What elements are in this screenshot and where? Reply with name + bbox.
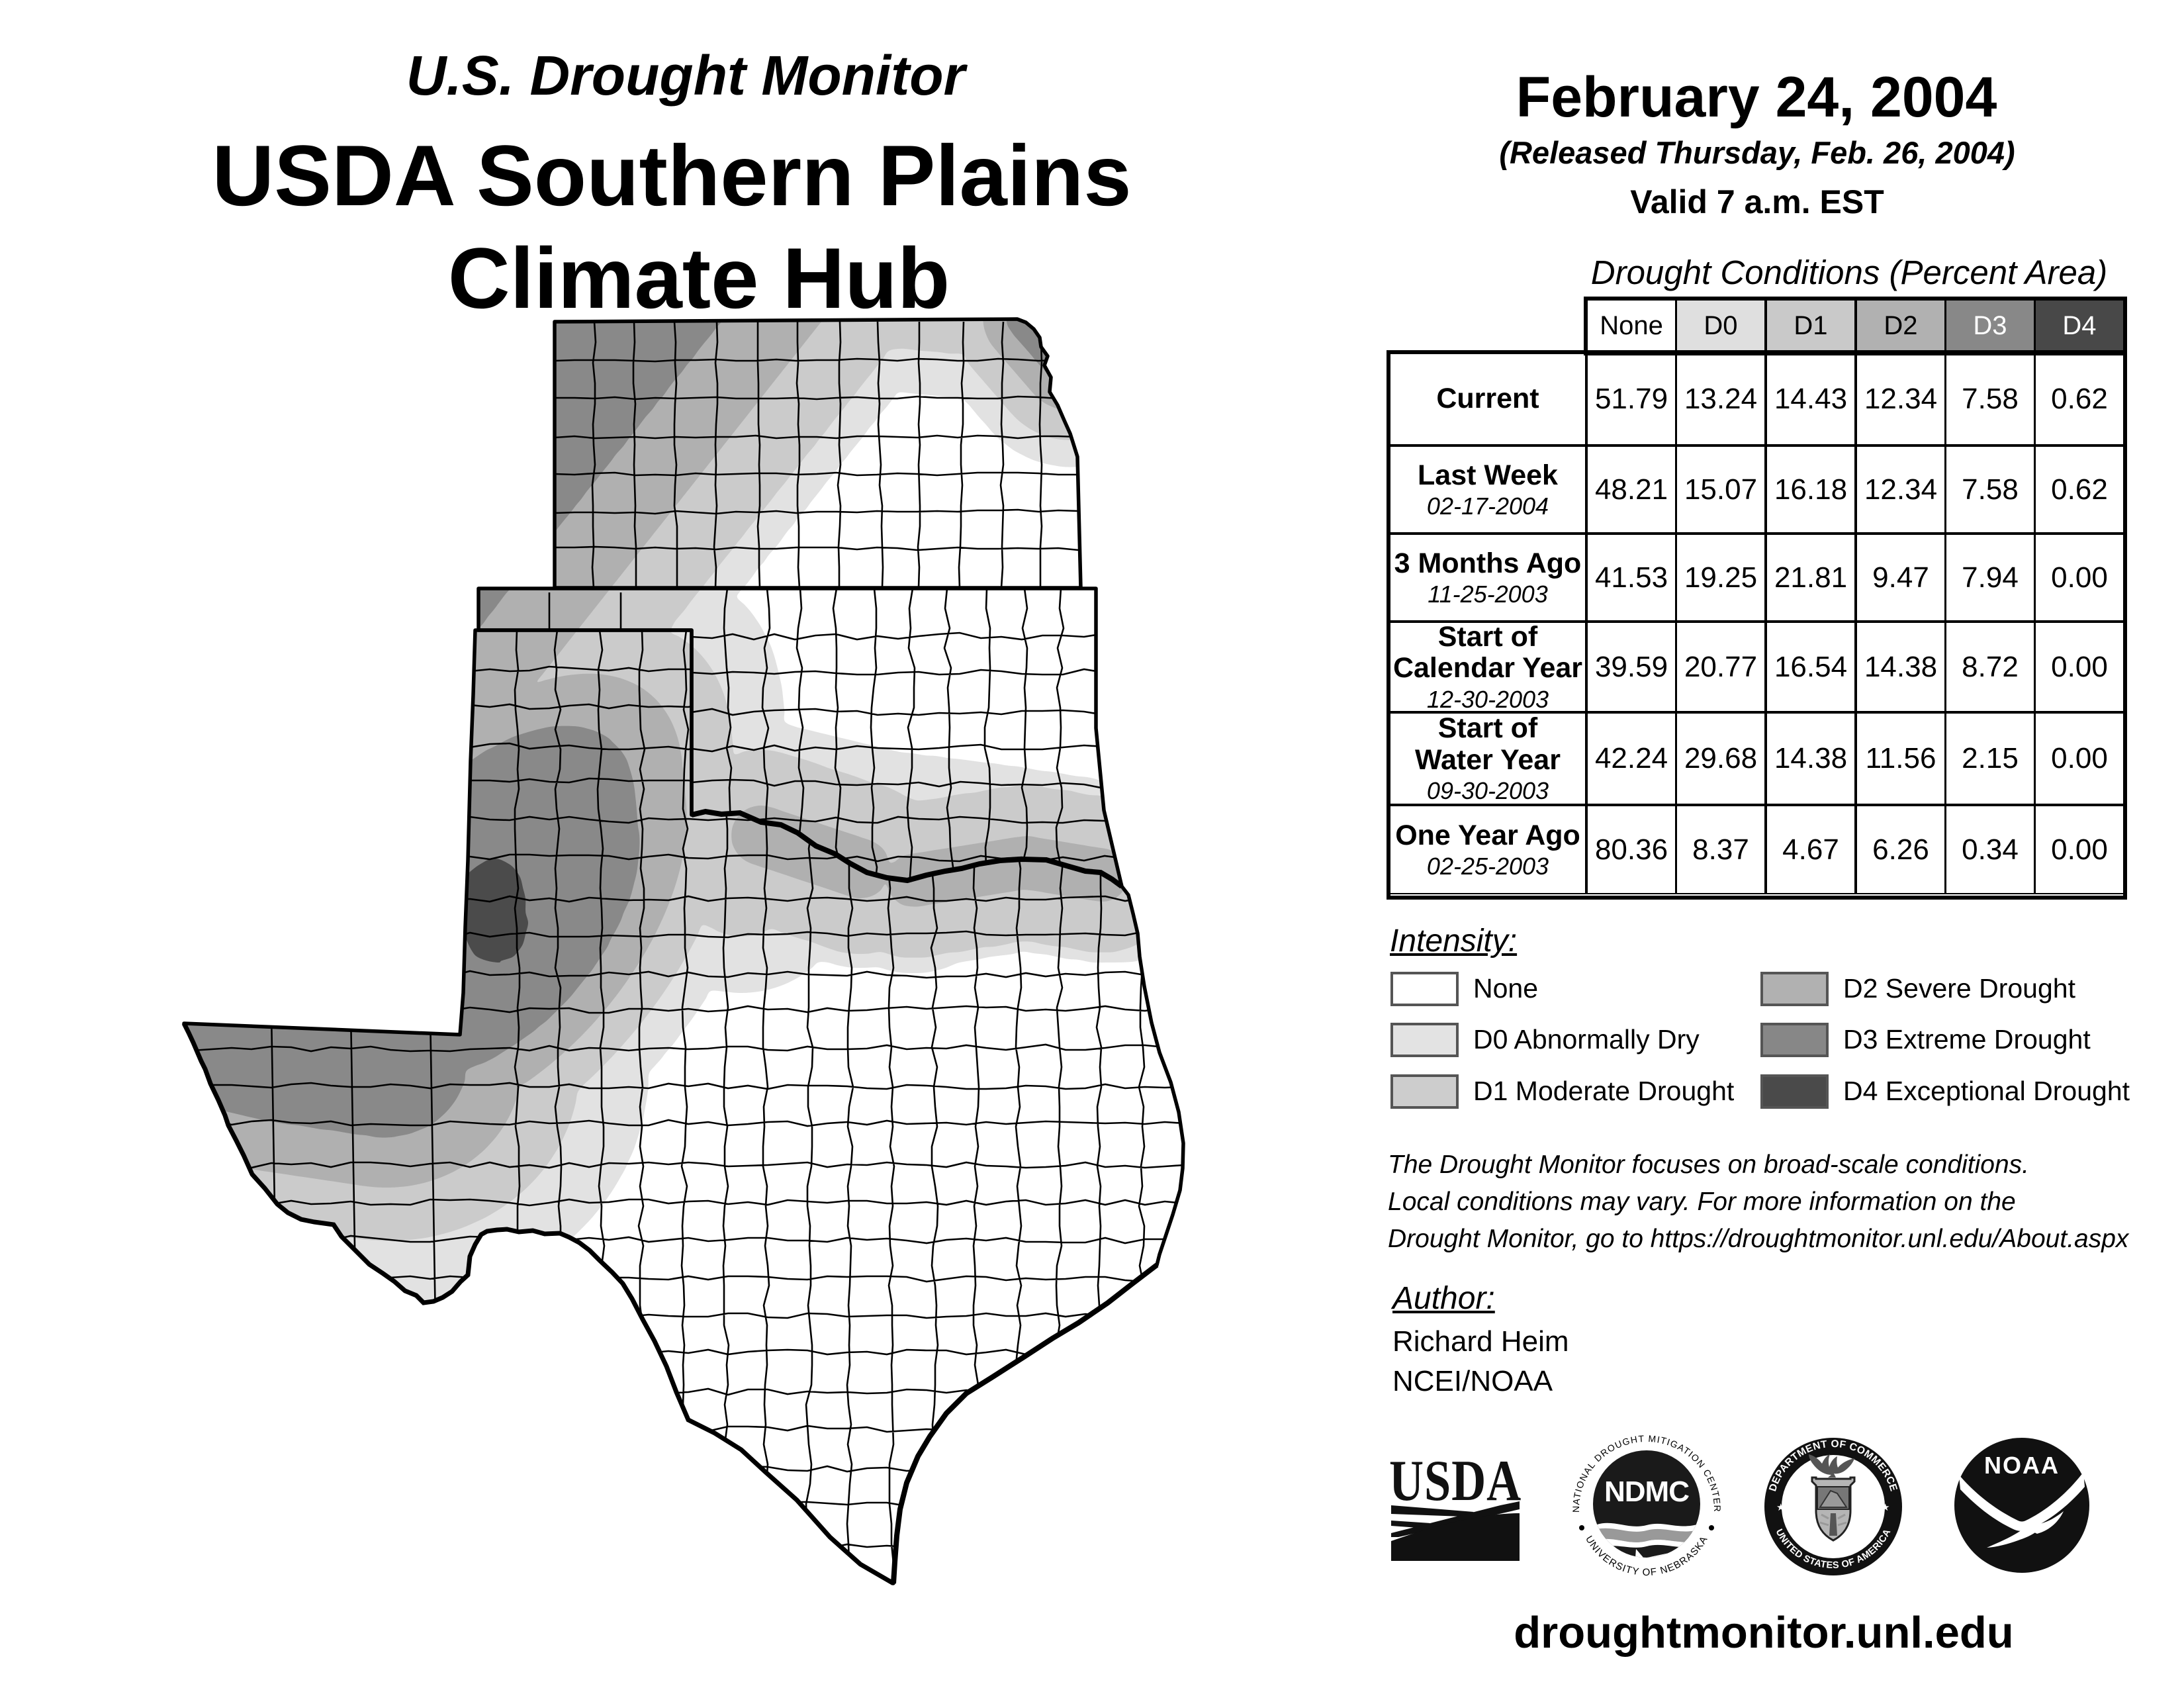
svg-text:★: ★ xyxy=(1881,1502,1889,1513)
svg-text:★: ★ xyxy=(1776,1502,1785,1513)
svg-text:NDMC: NDMC xyxy=(1604,1476,1689,1508)
svg-text:USDA: USDA xyxy=(1389,1454,1521,1513)
svg-text:NOAA: NOAA xyxy=(1984,1452,2060,1479)
